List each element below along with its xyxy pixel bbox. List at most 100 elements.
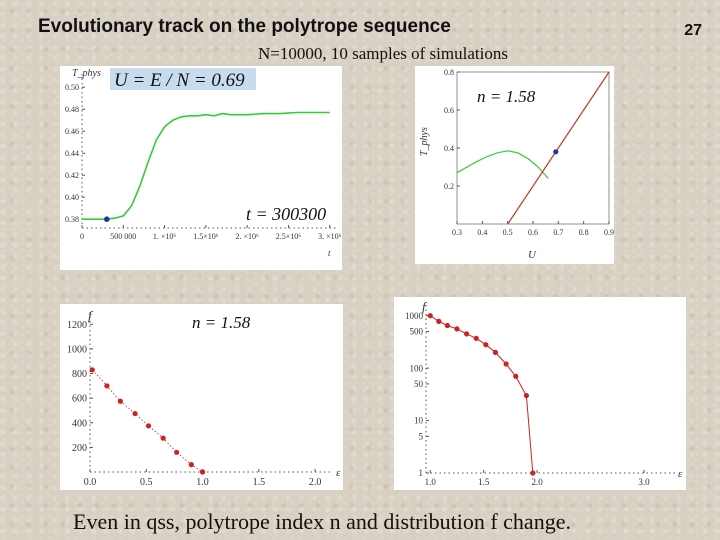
data-point: [427, 313, 433, 319]
x-tick-label: 1.0: [425, 477, 437, 487]
current-state-marker: [553, 149, 559, 155]
x-axis-label: ε: [678, 468, 683, 480]
data-point: [444, 322, 450, 329]
y-tick-label: 0.6: [444, 106, 454, 115]
data-point: [503, 361, 509, 367]
y-tick-label: 0.4: [444, 144, 454, 153]
data-point: [436, 318, 442, 324]
y-tick-label: 0.44: [65, 149, 79, 158]
x-tick-label: 500 000: [110, 232, 136, 241]
data-point: [473, 335, 479, 341]
x-tick-label: 0.5: [503, 228, 513, 237]
x-tick-label: 2.0: [309, 477, 322, 488]
data-point: [463, 331, 470, 337]
y-tick-label: 1200: [67, 320, 87, 331]
x-tick-label: 0.4: [477, 228, 487, 237]
data-point: [523, 392, 530, 399]
slide-caption: Even in qss, polytrope index n and distr…: [73, 509, 571, 534]
x-tick-label: 0: [80, 232, 84, 241]
x-tick-label: 1.5×10⁶: [193, 232, 219, 241]
data-point: [199, 469, 206, 475]
y-tick-label: 1000: [67, 344, 87, 355]
x-tick-label: 0.8: [579, 228, 589, 237]
x-tick-label: 1.0: [196, 477, 209, 488]
chart-f-log: 1.0 1.5 2.0 3.0 1 5 10 50 100 500 1000 f ε: [394, 297, 686, 490]
data-point: [160, 435, 166, 441]
chart-temp-vs-energy: 0.3 0.4 0.5 0.6 0.7 0.8 0.9 0.2 0.4 0.6 0.8 T_phys U…: [415, 66, 614, 264]
y-tick-label: 800: [72, 369, 87, 380]
y-tick-label: 1000: [405, 311, 424, 321]
y-tick-label: 0.50: [65, 83, 79, 92]
y-tick-label: 5: [419, 432, 424, 442]
x-tick-label: 2.5×10⁶: [276, 232, 302, 241]
y-tick-label: 100: [410, 363, 424, 373]
time-annotation: t = 300300: [246, 204, 326, 224]
y-tick-label: 50: [414, 379, 424, 389]
caloric-curve: [456, 150, 549, 179]
y-tick-label: 0.40: [65, 193, 79, 202]
data-point: [104, 383, 110, 389]
series-line: [82, 111, 330, 220]
x-axis-label: ε: [336, 467, 341, 479]
y-tick-label: 1: [419, 468, 424, 478]
polytrope-index-annotation: n = 1.58: [192, 313, 251, 332]
x-tick-label: 2.0: [531, 477, 543, 487]
y-axis-label: T_phys: [72, 68, 101, 79]
y-tick-label: 0.2: [444, 182, 454, 191]
data-point: [89, 367, 95, 373]
data-point: [188, 462, 194, 468]
x-axis-label: t: [328, 248, 331, 258]
y-axis-label: f: [422, 299, 428, 314]
energy-legend-label: U = E / N = 0.69: [114, 70, 245, 91]
chart-f-linear: 0.0 0.5 1.0 1.5 2.0 200 400 600 800 1000 1200 f ε n =…: [60, 304, 343, 490]
y-tick-label: 0.38: [65, 215, 79, 224]
y-tick-label: 400: [72, 418, 87, 429]
x-tick-label: 0.0: [84, 477, 97, 488]
data-point: [145, 423, 152, 429]
y-axis-label: f: [88, 308, 94, 323]
slide-title: Evolutionary track on the polytrope sequ…: [38, 16, 451, 37]
x-tick-label: 3. ×10⁶: [318, 232, 342, 241]
y-tick-label: 0.46: [65, 127, 79, 136]
x-tick-label: 3.0: [638, 477, 650, 487]
data-point: [117, 398, 123, 404]
x-tick-label: 0.6: [528, 228, 538, 237]
guide-line: [92, 369, 203, 473]
y-tick-label: 10: [414, 416, 424, 426]
data-point: [530, 470, 536, 476]
data-point: [174, 449, 180, 455]
x-tick-label: 0.9: [604, 228, 614, 237]
x-tick-label: 0.3: [452, 228, 462, 237]
data-point: [513, 373, 519, 379]
slide-subtitle: N=10000, 10 samples of simulations: [258, 44, 508, 63]
y-tick-label: 0.42: [65, 171, 79, 180]
y-axis-label: T_phys: [419, 127, 430, 156]
y-tick-label: 500: [410, 327, 424, 337]
x-tick-label: 0.5: [140, 477, 153, 488]
x-tick-label: 0.7: [553, 228, 563, 237]
current-state-marker: [103, 216, 110, 222]
y-tick-label: 600: [72, 394, 87, 405]
chart-temp-vs-time-svg: 0 500 000 1. ×10⁶ 1.5×10⁶ 2. ×10⁶ 2.5×10⁶ 3. ×…: [65, 68, 342, 258]
data-point: [492, 349, 499, 355]
x-axis-label: U: [528, 249, 537, 261]
data-point: [454, 326, 460, 332]
data-point: [132, 410, 138, 417]
data-point: [483, 342, 489, 348]
distribution-curve: [430, 315, 534, 474]
x-tick-label: 2. ×10⁶: [236, 232, 260, 241]
page-number: 27: [684, 22, 702, 39]
x-tick-label: 1.5: [478, 477, 490, 487]
polytrope-index-annotation: n = 1.58: [477, 87, 536, 106]
y-tick-label: 0.8: [444, 68, 454, 77]
chart-temp-vs-energy-svg: 0.3 0.4 0.5 0.6 0.7 0.8 0.9 0.2 0.4 0.6 0.8 T_phys U…: [419, 68, 614, 261]
x-tick-label: 1. ×10⁶: [153, 232, 177, 241]
linear-line: [507, 71, 610, 225]
energy-legend-box: [110, 68, 256, 90]
y-tick-label: 0.48: [65, 105, 79, 114]
y-tick-label: 200: [72, 443, 87, 454]
x-tick-label: 1.5: [253, 477, 266, 488]
chart-temp-vs-time: 0 500 000 1. ×10⁶ 1.5×10⁶ 2. ×10⁶ 2.5×10⁶ 3. ×…: [60, 66, 342, 270]
